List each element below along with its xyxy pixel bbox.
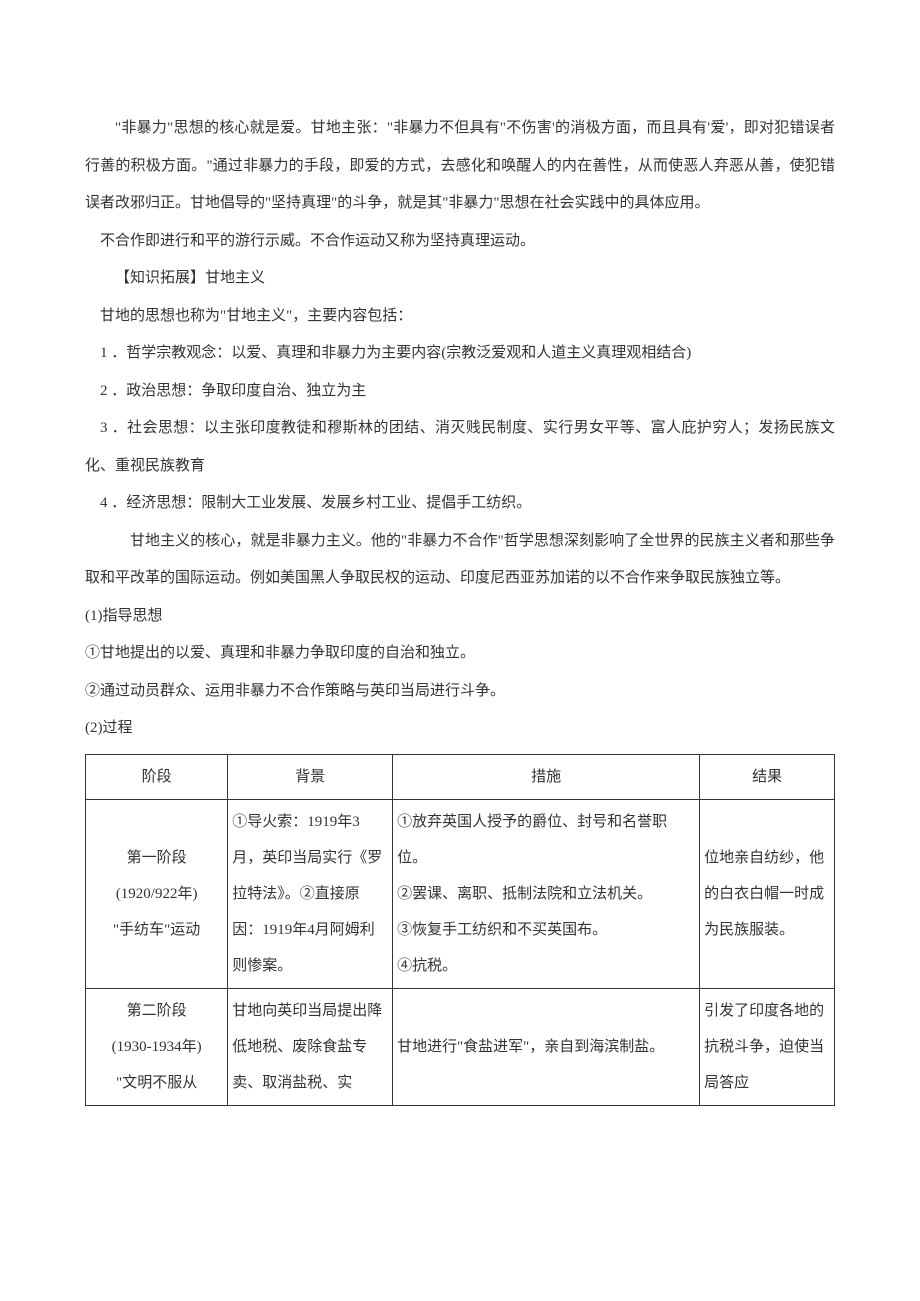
list-item: ②通过动员群众、运用非暴力不合作策略与英印当局进行斗争。 [85, 673, 835, 711]
table-header-row: 阶段 背景 措施 结果 [86, 754, 835, 799]
sub-heading: (1)指导思想 [85, 598, 835, 636]
list-item: 3 ．社会思想：以主张印度教徒和穆斯林的团结、消灭贱民制度、实行男女平等、富人庇… [85, 410, 835, 485]
process-table: 阶段 背景 措施 结果 第一阶段(1920/922年)"手纺车"运动 ①导火索：… [85, 754, 835, 1106]
column-header-stage: 阶段 [86, 754, 228, 799]
cell-stage: 第二阶段(1930-1934年)"文明不服从 [86, 988, 228, 1105]
paragraph: 不合作即进行和平的游行示威。不合作运动又称为坚持真理运动。 [85, 223, 835, 261]
cell-background: ①导火索：1919年3月，英印当局实行《罗拉特法》。②直接原因：1919年4月阿… [228, 799, 393, 988]
list-item: 1 ．哲学宗教观念：以爱、真理和非暴力为主要内容(宗教泛爱观和人道主义真理观相结… [85, 335, 835, 373]
cell-measure: ①放弃英国人授予的爵位、封号和名誉职位。②罢课、离职、抵制法院和立法机关。③恢复… [393, 799, 700, 988]
list-item: ①甘地提出的以爱、真理和非暴力争取印度的自治和独立。 [85, 635, 835, 673]
cell-measure: 甘地进行"食盐进军"，亲自到海滨制盐。 [393, 988, 700, 1105]
cell-result: 引发了印度各地的抗税斗争，迫使当局答应 [700, 988, 835, 1105]
paragraph: "非暴力"思想的核心就是爱。甘地主张："非暴力不但具有"不伤害'的消极方面，而且… [85, 110, 835, 223]
column-header-result: 结果 [700, 754, 835, 799]
list-item: 4 ．经济思想：限制大工业发展、发展乡村工业、提倡手工纺织。 [85, 485, 835, 523]
cell-stage: 第一阶段(1920/922年)"手纺车"运动 [86, 799, 228, 988]
column-header-measure: 措施 [393, 754, 700, 799]
paragraph: 甘地的思想也称为"甘地主义"，主要内容包括： [85, 298, 835, 336]
sub-heading: (2)过程 [85, 710, 835, 748]
paragraph: 甘地主义的核心，就是非暴力主义。他的"非暴力不合作"哲学思想深刻影响了全世界的民… [85, 523, 835, 598]
document-page: "非暴力"思想的核心就是爱。甘地主张："非暴力不但具有"不伤害'的消极方面，而且… [0, 0, 920, 1166]
list-item: 2 ．政治思想：争取印度自治、独立为主 [85, 373, 835, 411]
section-heading: 【知识拓展】甘地主义 [85, 260, 835, 298]
table-row: 第二阶段(1930-1934年)"文明不服从 甘地向英印当局提出降低地税、废除食… [86, 988, 835, 1105]
cell-result: 位地亲自纺纱，他的白衣白帽一时成为民族服装。 [700, 799, 835, 988]
column-header-background: 背景 [228, 754, 393, 799]
cell-background: 甘地向英印当局提出降低地税、废除食盐专卖、取消盐税、实 [228, 988, 393, 1105]
table-row: 第一阶段(1920/922年)"手纺车"运动 ①导火索：1919年3月，英印当局… [86, 799, 835, 988]
